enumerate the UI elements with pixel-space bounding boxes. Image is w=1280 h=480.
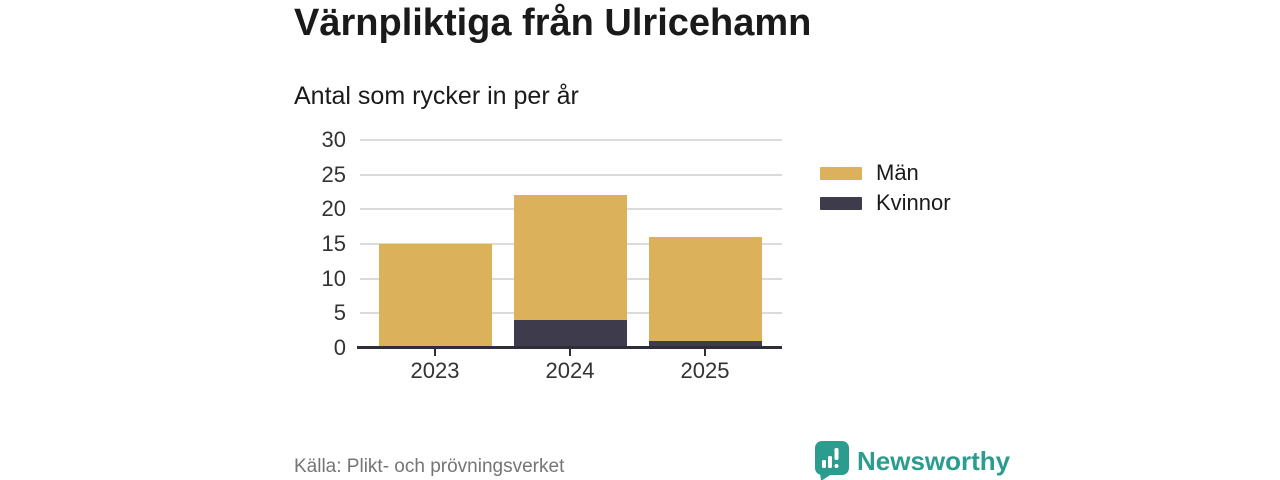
y-axis-tick-label: 5 <box>333 300 346 326</box>
y-axis-tick-label: 15 <box>321 231 346 256</box>
bar-segment-kvinnor-2025 <box>648 341 762 348</box>
legend-label: Män <box>876 160 919 185</box>
bar-segment-män-2023 <box>378 244 492 348</box>
x-axis-tick-2025 <box>704 349 706 356</box>
chart-subtitle: Antal som rycker in per år <box>294 82 579 110</box>
bar-segment-män-2025 <box>648 237 762 342</box>
bar-segment-män-2024 <box>513 195 627 321</box>
brand-name: Newsworthy <box>857 445 1011 476</box>
y-axis-tick-label: 20 <box>321 196 346 222</box>
x-axis-tick-2024 <box>569 349 571 356</box>
y-axis-tick-label: 10 <box>321 265 346 291</box>
gridline-y-30 <box>360 139 782 141</box>
bar-segment-kvinnor-2024 <box>513 320 627 348</box>
y-axis-tick-label: 30 <box>321 127 346 152</box>
x-axis-tick-label: 2025 <box>680 358 730 383</box>
source-note: Källa: Plikt- och prövningsverket <box>294 456 565 477</box>
y-axis-tick-label: 0 <box>333 335 346 360</box>
x-axis-tick-label: 2023 <box>410 358 460 383</box>
x-axis-tick-label: 2024 <box>545 358 595 383</box>
chart-title: Värnpliktiga från Ulricehamn <box>294 2 812 44</box>
legend-item-kvinnor: Kvinnor <box>820 190 951 216</box>
x-axis-tick-2023 <box>434 349 436 356</box>
legend-item-män: Män <box>820 160 919 186</box>
newsworthy-logo-icon <box>815 441 849 480</box>
legend-swatch <box>820 166 862 180</box>
legend-label: Kvinnor <box>876 190 951 215</box>
y-axis-tick-label: 25 <box>321 161 346 187</box>
legend-swatch <box>820 196 862 210</box>
gridline-y-25 <box>360 173 782 176</box>
brand-lockup: Newsworthy <box>815 441 1010 480</box>
x-axis-line <box>357 346 782 349</box>
